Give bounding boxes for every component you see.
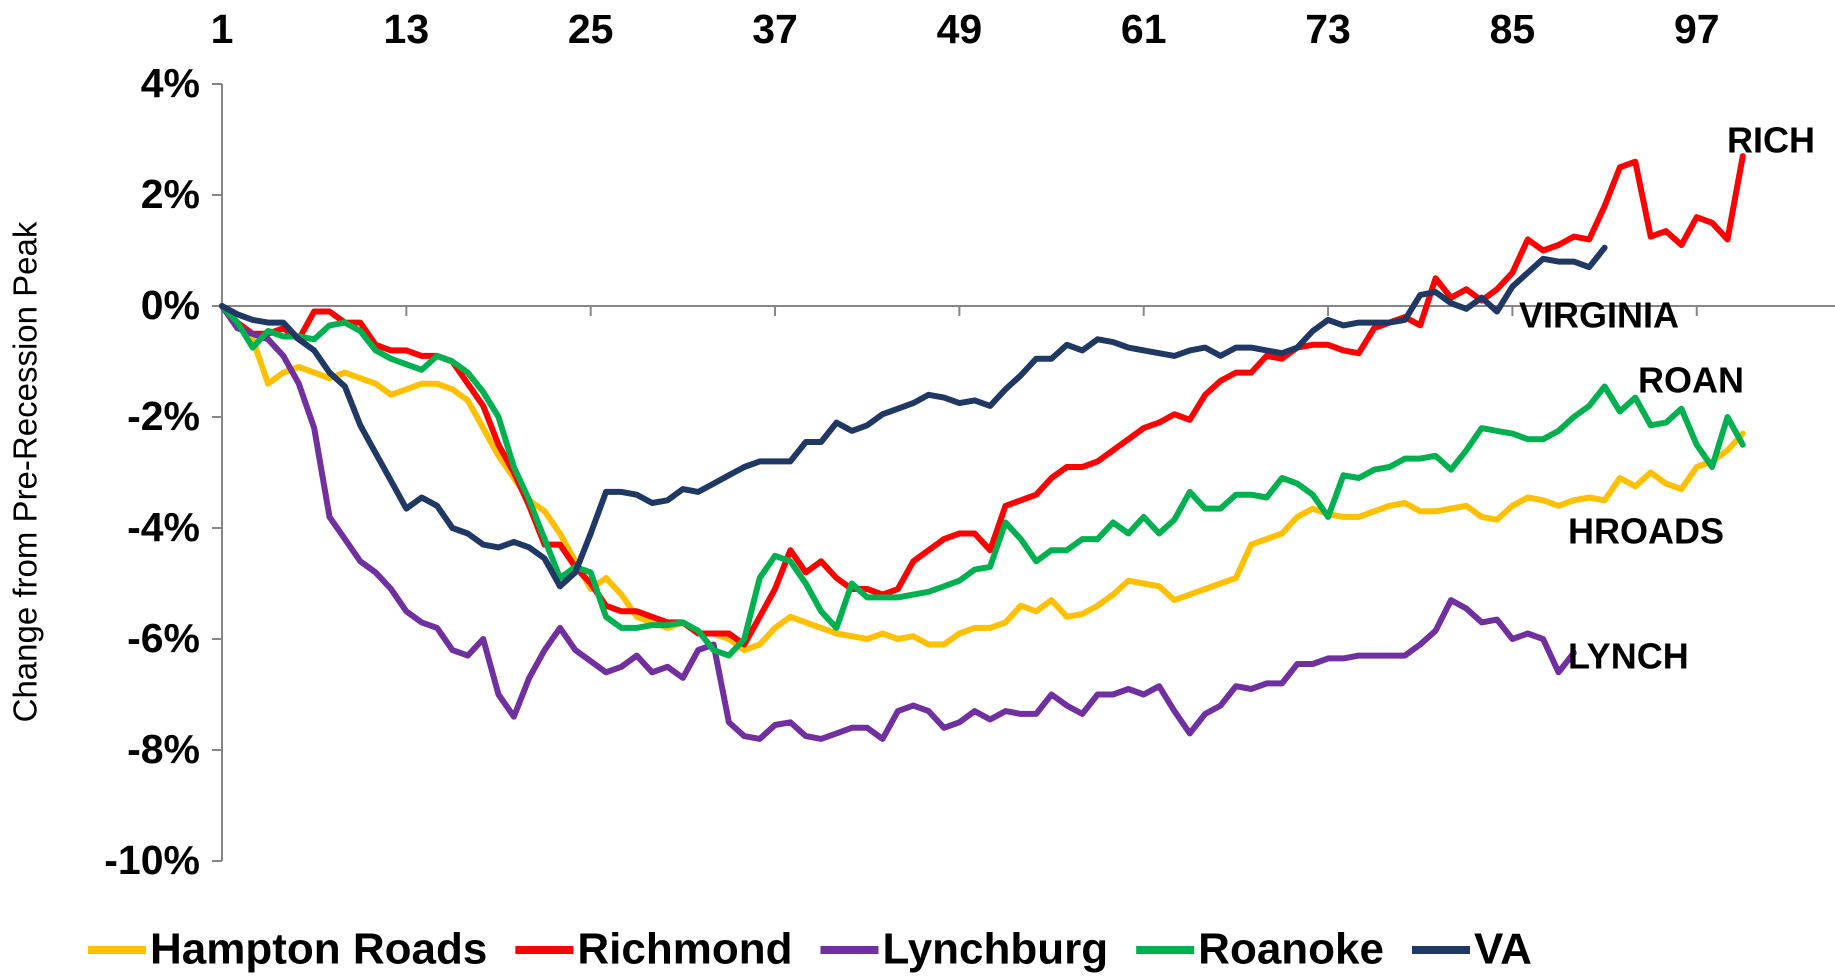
x-tick-label: 85: [1490, 6, 1536, 52]
y-tick-label: -10%: [104, 837, 200, 883]
series-line: [219, 303, 1746, 654]
y-tick-label: 0%: [141, 282, 200, 328]
y-tick-label: 2%: [141, 171, 200, 217]
y-tick-label: -4%: [127, 504, 200, 550]
series-line: [219, 153, 1746, 648]
x-tick-label: 25: [568, 6, 614, 52]
annotation: ROAN: [1638, 360, 1744, 401]
y-tick-label: -8%: [127, 726, 200, 772]
legend-label: Roanoke: [1198, 925, 1384, 974]
series-line: [219, 303, 1746, 659]
legend-label: Lynchburg: [882, 925, 1108, 974]
legend-label: Hampton Roads: [150, 925, 487, 974]
x-tick-label: 37: [752, 6, 798, 52]
legend-label: VA: [1474, 925, 1532, 974]
annotation: RICH: [1727, 120, 1815, 161]
x-tick-label: 1: [211, 6, 234, 52]
annotation: VIRGINIA: [1519, 295, 1679, 336]
y-axis-title: Change from Pre-Recession Peak: [7, 221, 44, 722]
x-tick-label: 61: [1121, 6, 1167, 52]
y-tick-label: -6%: [127, 615, 200, 661]
series-line: [219, 303, 1577, 742]
y-tick-label: -2%: [127, 393, 200, 439]
x-tick-label: 13: [384, 6, 430, 52]
y-tick-label: 4%: [141, 60, 200, 106]
x-tick-label: 49: [937, 6, 983, 52]
x-tick-label: 73: [1305, 6, 1351, 52]
annotation: HROADS: [1568, 511, 1724, 552]
annotation: LYNCH: [1568, 636, 1689, 677]
series-line: [219, 244, 1608, 590]
x-tick-label: 97: [1674, 6, 1720, 52]
legend-label: Richmond: [577, 925, 792, 974]
